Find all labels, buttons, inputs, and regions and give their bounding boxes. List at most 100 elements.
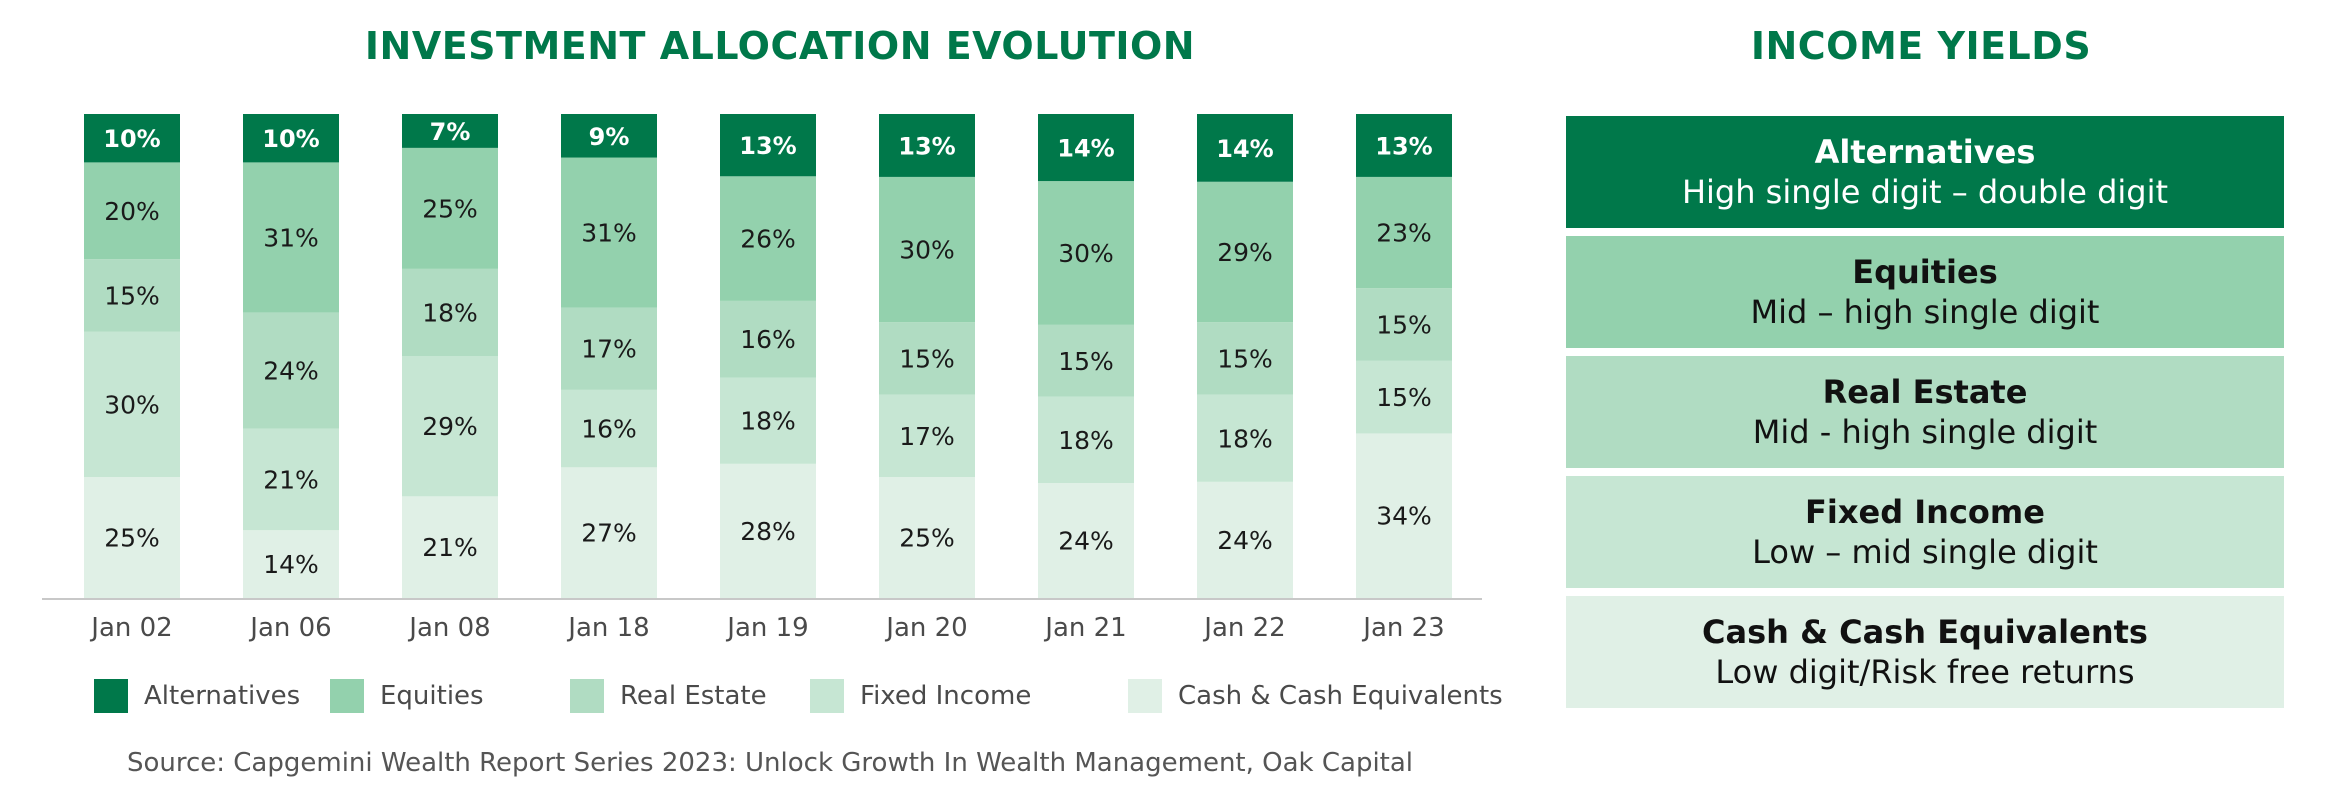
chart-title: INVESTMENT ALLOCATION EVOLUTION — [364, 24, 1196, 68]
data-label: 24% — [1217, 526, 1273, 555]
x-tick-label: Jan 23 — [1361, 613, 1444, 643]
bar-cash-cash-equivalents-3 — [402, 496, 498, 598]
legend-swatch — [1128, 679, 1162, 713]
bar-real-estate-5 — [720, 300, 816, 378]
data-label: 27% — [581, 519, 637, 548]
data-label: 26% — [740, 225, 796, 254]
yield-description: High single digit – double digit — [1681, 173, 2169, 211]
bar-equities-2 — [243, 162, 339, 313]
bar-fixed-income-9 — [1356, 360, 1452, 434]
legend-item: Fixed Income — [810, 676, 1031, 716]
data-label: 20% — [104, 197, 160, 226]
bar-cash-cash-equivalents-6 — [879, 477, 975, 598]
data-label: 21% — [263, 465, 319, 494]
legend-label: Alternatives — [144, 681, 301, 711]
bar-alternatives-4 — [561, 114, 657, 158]
data-label: 18% — [422, 298, 478, 327]
data-label: 24% — [263, 357, 319, 386]
data-label: 10% — [262, 125, 319, 153]
bar-real-estate-9 — [1356, 288, 1452, 361]
legend-swatch — [570, 679, 604, 713]
x-tick-label: Jan 08 — [407, 613, 490, 643]
data-label: 15% — [899, 344, 955, 373]
data-label: 16% — [581, 415, 637, 444]
x-tick-label: Jan 02 — [89, 613, 172, 643]
legend-swatch — [810, 679, 844, 713]
data-label: 29% — [1217, 238, 1273, 267]
bar-cash-cash-equivalents-2 — [243, 530, 339, 598]
yield-description: Low – mid single digit — [1752, 533, 2098, 571]
data-label: 31% — [263, 223, 319, 252]
bar-equities-6 — [879, 176, 975, 323]
yield-description: Mid - high single digit — [1752, 413, 2098, 451]
data-label: 13% — [898, 132, 955, 160]
bar-cash-cash-equivalents-7 — [1038, 482, 1134, 598]
data-label: 21% — [422, 533, 478, 562]
x-tick-label: Jan 21 — [1043, 613, 1126, 643]
bar-fixed-income-2 — [243, 428, 339, 531]
data-label: 30% — [899, 236, 955, 265]
bar-fixed-income-7 — [1038, 396, 1134, 483]
bar-alternatives-6 — [879, 114, 975, 177]
bar-cash-cash-equivalents-9 — [1356, 433, 1452, 598]
x-tick-label: Jan 22 — [1202, 613, 1285, 643]
data-label: 14% — [263, 550, 319, 579]
x-tick-label: Jan 06 — [248, 613, 331, 643]
bar-alternatives-3 — [402, 114, 498, 148]
bar-alternatives-8 — [1197, 114, 1293, 182]
data-label: 18% — [1217, 424, 1273, 453]
bar-equities-8 — [1197, 181, 1293, 323]
data-label: 7% — [430, 118, 471, 146]
bar-equities-5 — [720, 176, 816, 301]
x-tick-label: Jan 20 — [884, 613, 967, 643]
data-label: 18% — [740, 407, 796, 436]
allocation-chart: 25% 30% 15% 20% 10% Jan 02 14% 21% 24% 31% 10% Jan … — [42, 114, 1482, 643]
yield-box: Fixed Income Low – mid single digit — [1566, 476, 2284, 588]
bar-alternatives-5 — [720, 114, 816, 177]
data-label: 15% — [104, 282, 160, 311]
legend-label: Cash & Cash Equivalents — [1178, 681, 1503, 711]
data-label: 15% — [1058, 347, 1114, 376]
data-label: 15% — [1217, 344, 1273, 373]
x-tick-label: Jan 18 — [566, 613, 649, 643]
bar-real-estate-4 — [561, 307, 657, 390]
yield-name: Alternatives — [1814, 133, 2036, 171]
bar-cash-cash-equivalents-1 — [84, 477, 180, 598]
legend-label: Fixed Income — [860, 681, 1032, 711]
bar-fixed-income-6 — [879, 394, 975, 477]
data-label: 15% — [1376, 311, 1432, 340]
bar-real-estate-2 — [243, 312, 339, 429]
data-label: 24% — [1058, 526, 1114, 555]
bar-fixed-income-4 — [561, 389, 657, 468]
data-label: 31% — [581, 219, 637, 248]
bar-real-estate-6 — [879, 322, 975, 395]
bar-equities-7 — [1038, 181, 1134, 325]
yield-box: Alternatives High single digit – double d… — [1566, 114, 2284, 228]
legend-label: Equities — [380, 681, 484, 711]
income-yields-panel: Alternatives High single digit – double d… — [1566, 114, 2284, 716]
yield-box: Cash & Cash Equivalents Low digit/Risk fr… — [1566, 596, 2284, 708]
bar-fixed-income-1 — [84, 331, 180, 477]
bar-real-estate-1 — [84, 259, 180, 332]
yield-box: Equities Mid – high single digit — [1566, 236, 2284, 348]
yield-name: Fixed Income — [1805, 493, 2045, 531]
bar-fixed-income-3 — [402, 356, 498, 497]
x-tick-label: Jan 19 — [725, 613, 808, 643]
yield-name: Equities — [1852, 253, 1998, 291]
data-label: 17% — [581, 335, 637, 364]
bar-cash-cash-equivalents-4 — [561, 467, 657, 598]
data-label: 34% — [1376, 502, 1432, 531]
data-label: 25% — [104, 524, 160, 553]
bar-fixed-income-5 — [720, 377, 816, 464]
data-label: 14% — [1057, 135, 1114, 163]
data-label: 30% — [1058, 239, 1114, 268]
bar-alternatives-9 — [1356, 114, 1452, 177]
bar-alternatives-1 — [84, 114, 180, 163]
data-label: 25% — [422, 194, 478, 223]
bar-real-estate-7 — [1038, 324, 1134, 397]
income-yields-title: INCOME YIELDS — [1750, 24, 2092, 68]
data-label: 10% — [103, 125, 160, 153]
yield-box: Real Estate Mid - high single digit — [1566, 356, 2284, 468]
bar-equities-3 — [402, 147, 498, 269]
legend-item: Real Estate — [570, 676, 767, 716]
